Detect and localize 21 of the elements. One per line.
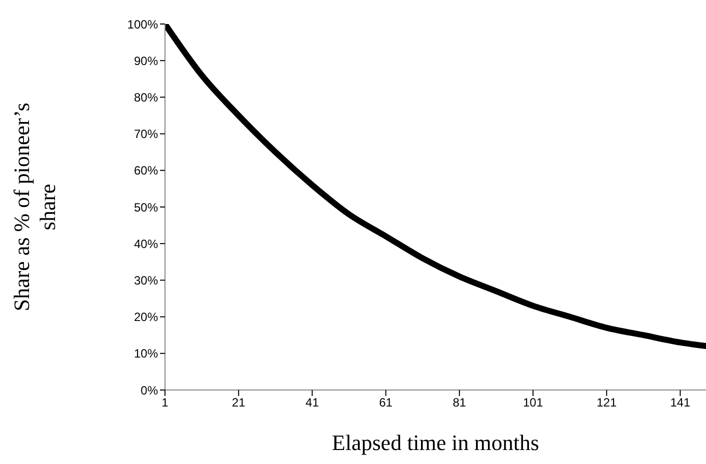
y-tick-label: 0% xyxy=(140,383,158,398)
x-axis-title: Elapsed time in months xyxy=(332,430,540,455)
x-tick-label: 81 xyxy=(452,396,466,410)
y-tick-label: 40% xyxy=(134,236,158,251)
x-tick-label: 121 xyxy=(596,396,617,410)
y-tick-label: 70% xyxy=(134,127,158,142)
y-tick-label: 20% xyxy=(134,310,158,324)
x-tick-label: 101 xyxy=(523,396,544,410)
x-tick-label: 1 xyxy=(162,396,169,410)
y-axis-title: Share as % of pioneer’s share xyxy=(9,102,60,312)
y-tick-label: 50% xyxy=(134,200,158,214)
y-tick-label: 80% xyxy=(134,90,158,104)
x-tick-label: 21 xyxy=(232,396,246,410)
y-tick-label: 30% xyxy=(134,273,158,288)
y-tick-label: 60% xyxy=(134,164,158,178)
y-tick-label: 100% xyxy=(127,17,158,32)
x-tick-label: 141 xyxy=(670,396,691,410)
y-tick-label: 10% xyxy=(134,346,158,361)
x-tick-label: 41 xyxy=(306,396,320,410)
x-tick-label: 61 xyxy=(379,396,393,410)
y-tick-label: 90% xyxy=(134,54,158,68)
